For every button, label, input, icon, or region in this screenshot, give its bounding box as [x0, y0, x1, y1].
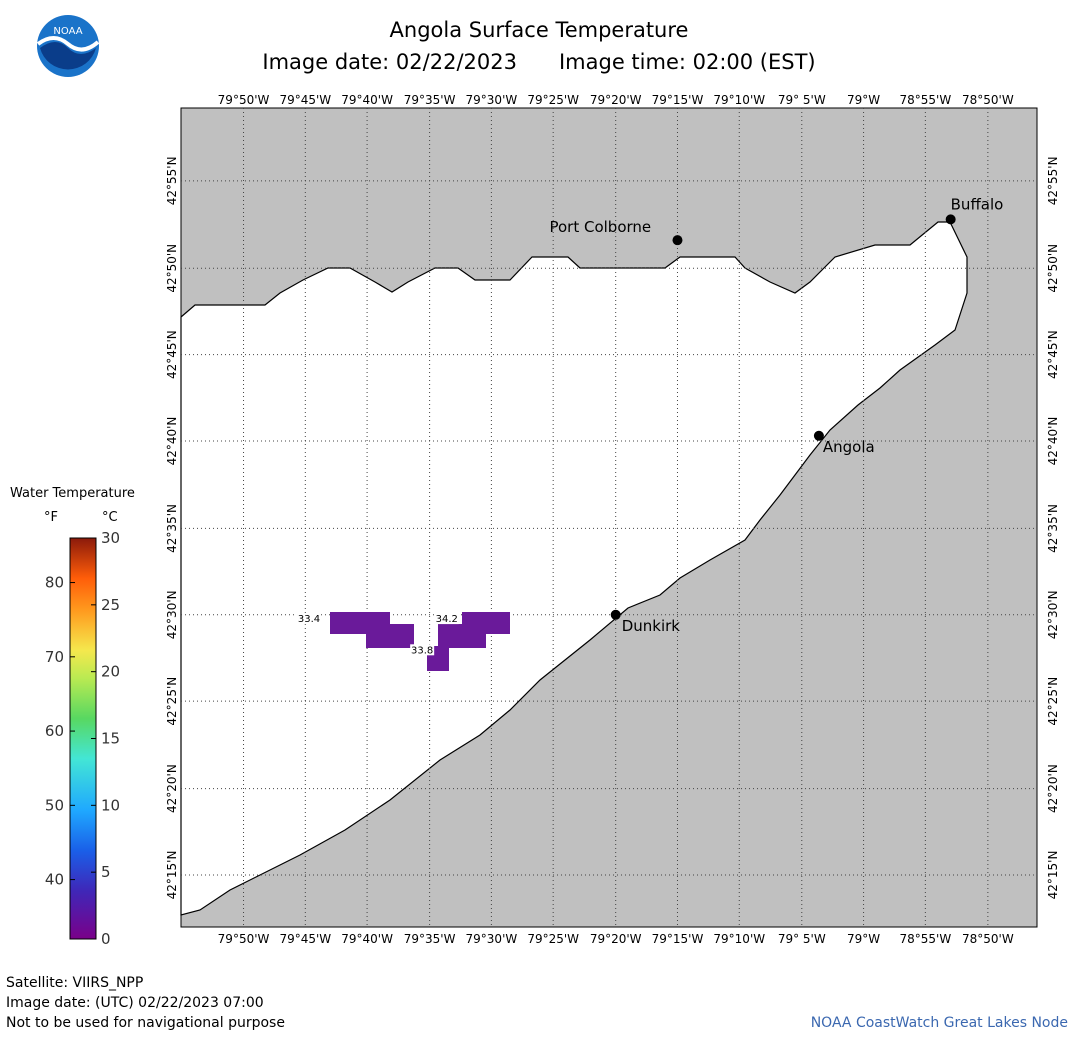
legend-tick-f-label: 40: [45, 871, 64, 889]
lon-label-top: 79°40'W: [341, 93, 393, 107]
legend-tick-f-label: 50: [45, 796, 64, 814]
temperature-pixel: [462, 612, 510, 634]
temperature-pixel: [366, 624, 414, 648]
temperature-label-bg: [434, 613, 459, 625]
image-datetime: Image date: 02/22/2023 Image time: 02:00 …: [0, 50, 1078, 74]
temperature-label: 33.4: [298, 614, 320, 625]
temperature-label: 33.8: [411, 645, 433, 656]
lat-label-right: 42°30'N: [1046, 590, 1060, 639]
legend-tick-c-label: 0: [101, 930, 111, 948]
lat-label-right: 42°50'N: [1046, 244, 1060, 293]
lon-label-bottom: 79°45'W: [279, 932, 331, 946]
lat-label-left: 42°20'N: [165, 764, 179, 813]
legend-tick-f-label: 80: [45, 574, 64, 592]
lon-label-bottom: 79°40'W: [341, 932, 393, 946]
legend-unit-c: °C: [102, 510, 118, 525]
lat-label-left: 42°50'N: [165, 244, 179, 293]
lon-label-top: 79°45'W: [279, 93, 331, 107]
legend-tick-c-label: 25: [101, 596, 120, 614]
lon-label-top: 78°50'W: [962, 93, 1014, 107]
lon-label-top: 79°15'W: [652, 93, 704, 107]
lon-label-top: 79°30'W: [466, 93, 518, 107]
lat-label-left: 42°30'N: [165, 590, 179, 639]
image-time: Image time: 02:00 (EST): [558, 50, 816, 74]
lat-label-right: 42°35'N: [1046, 504, 1060, 553]
noaa-logo: NOAA: [36, 15, 100, 77]
temperature-label: 34.2: [436, 614, 458, 625]
lat-label-left: 42°40'N: [165, 417, 179, 466]
city-marker: [945, 214, 956, 225]
lat-label-right: 42°20'N: [1046, 764, 1060, 813]
temperature-label-bg: [297, 613, 322, 625]
lon-label-top: 79°10'W: [713, 93, 765, 107]
legend-tick-c-label: 15: [101, 730, 120, 748]
city-label: Port Colborne: [549, 218, 651, 236]
lat-label-right: 42°45'N: [1046, 330, 1060, 379]
lat-label-left: 42°45'N: [165, 330, 179, 379]
lon-label-top: 79°W: [847, 93, 880, 107]
lon-label-bottom: 79°15'W: [652, 932, 704, 946]
lake-erie-water: [180, 221, 968, 916]
footer-satellite: Satellite: VIIRS_NPP: [6, 975, 144, 991]
logo-text: NOAA: [53, 26, 82, 37]
legend-tick-c-label: 20: [101, 663, 120, 681]
lat-label-right: 42°55'N: [1046, 156, 1060, 205]
lon-label-bottom: 79°35'W: [404, 932, 456, 946]
lon-label-bottom: 79° 5'W: [778, 932, 826, 946]
city-marker: [610, 609, 621, 620]
lon-label-top: 79° 5'W: [778, 93, 826, 107]
legend-tick-c-label: 5: [101, 863, 111, 881]
legend-tick-f-label: 70: [45, 648, 64, 666]
lon-label-bottom: 78°50'W: [962, 932, 1014, 946]
city-marker: [672, 235, 683, 246]
lon-label-top: 79°50'W: [218, 93, 270, 107]
legend-title: Water Temperature: [10, 486, 135, 501]
footer-disclaimer: Not to be used for navigational purpose: [6, 1015, 285, 1031]
legend-tick-c-label: 10: [101, 796, 120, 814]
city-marker: [813, 430, 824, 441]
legend-unit-f: °F: [44, 510, 58, 525]
map-border: [180, 107, 1038, 928]
lat-label-left: 42°35'N: [165, 504, 179, 553]
legend-tick-c-label: 30: [101, 529, 120, 547]
city-label: Dunkirk: [622, 617, 681, 635]
lon-label-bottom: 79°20'W: [590, 932, 642, 946]
lat-label-right: 42°25'N: [1046, 677, 1060, 726]
lon-label-bottom: 79°50'W: [218, 932, 270, 946]
lon-label-top: 79°25'W: [527, 93, 579, 107]
temperature-label-bg: [410, 644, 435, 656]
city-label: Angola: [823, 438, 875, 456]
lat-label-left: 42°25'N: [165, 677, 179, 726]
lat-label-right: 42°15'N: [1046, 851, 1060, 900]
lon-label-top: 78°55'W: [899, 93, 951, 107]
lon-label-bottom: 79°W: [847, 932, 880, 946]
lat-label-right: 42°40'N: [1046, 417, 1060, 466]
city-label: Buffalo: [951, 195, 1004, 213]
lon-label-bottom: 78°55'W: [899, 932, 951, 946]
lon-label-top: 79°20'W: [590, 93, 642, 107]
lat-label-left: 42°15'N: [165, 851, 179, 900]
lon-label-bottom: 79°25'W: [527, 932, 579, 946]
image-date: Image date: 02/22/2023: [262, 50, 517, 74]
page-title: Angola Surface Temperature: [389, 18, 689, 42]
lon-label-bottom: 79°10'W: [713, 932, 765, 946]
lat-label-left: 42°55'N: [165, 156, 179, 205]
footer-utc-date: Image date: (UTC) 02/22/2023 07:00: [6, 995, 264, 1011]
lon-label-top: 79°35'W: [404, 93, 456, 107]
legend-tick-f-label: 60: [45, 722, 64, 740]
footer-credit: NOAA CoastWatch Great Lakes Node: [810, 1015, 1068, 1031]
lon-label-bottom: 79°30'W: [466, 932, 518, 946]
